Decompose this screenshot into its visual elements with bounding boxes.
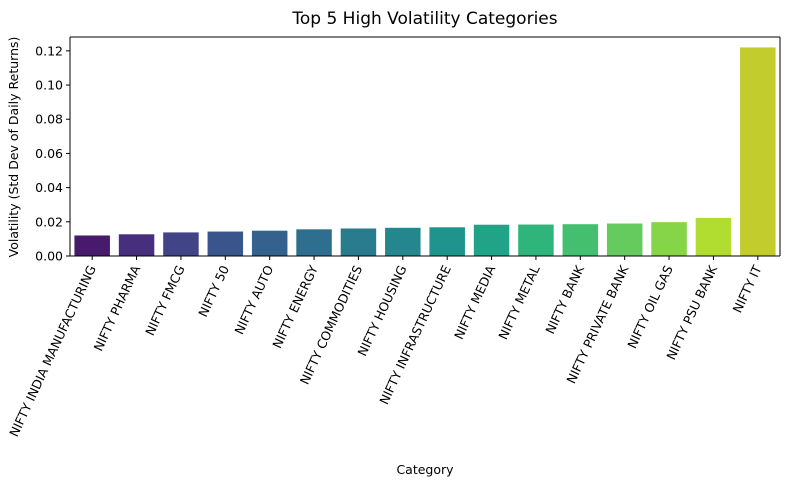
bar — [429, 227, 465, 256]
bar — [651, 222, 687, 256]
chart-title: Top 5 High Volatility Categories — [291, 9, 557, 29]
x-tick-label: NIFTY INDIA MANUFACTURING — [6, 263, 99, 439]
bar — [74, 235, 110, 256]
x-tick-label: NIFTY HOUSING — [354, 263, 409, 358]
x-tick-label: NIFTY BANK — [542, 262, 587, 336]
bar — [296, 229, 332, 256]
y-tick-label: 0.06 — [35, 146, 63, 161]
y-tick-label: 0.12 — [35, 43, 63, 58]
x-tick-label: NIFTY IT — [730, 263, 765, 316]
y-axis-label: Volatility (Std Dev of Daily Returns) — [6, 37, 21, 258]
bar — [251, 230, 288, 256]
bar — [518, 224, 554, 256]
y-tick-label: 0.08 — [35, 112, 63, 127]
bar — [385, 227, 421, 256]
bars-group — [74, 47, 776, 256]
x-axis-label: Category — [396, 462, 454, 477]
y-tick-label: 0.02 — [35, 214, 63, 229]
bar — [163, 232, 199, 256]
bar — [473, 224, 510, 256]
x-tick-label: NIFTY ENERGY — [269, 263, 321, 351]
x-tick-label: NIFTY PHARMA — [90, 263, 143, 354]
y-axis-ticks: 0.00 0.02 0.04 0.06 0.08 0.10 0.12 — [35, 43, 70, 264]
bar — [695, 217, 732, 256]
bar — [740, 47, 776, 256]
bar — [562, 224, 599, 256]
x-tick-label: NIFTY FMCG — [142, 263, 188, 338]
bar — [606, 223, 643, 256]
x-tick-label: NIFTY AUTO — [231, 263, 276, 337]
x-tick-label: NIFTY MEDIA — [451, 263, 499, 342]
x-tick-label: NIFTY METAL — [495, 263, 542, 342]
y-tick-label: 0.00 — [35, 249, 63, 264]
y-tick-label: 0.10 — [35, 78, 63, 93]
y-tick-label: 0.04 — [35, 180, 63, 195]
x-tick-label: NIFTY 50 — [195, 263, 232, 319]
bar — [118, 234, 155, 256]
bar — [207, 231, 244, 256]
x-tick-label: NIFTY OIL GAS — [624, 263, 676, 351]
bar — [340, 228, 377, 256]
